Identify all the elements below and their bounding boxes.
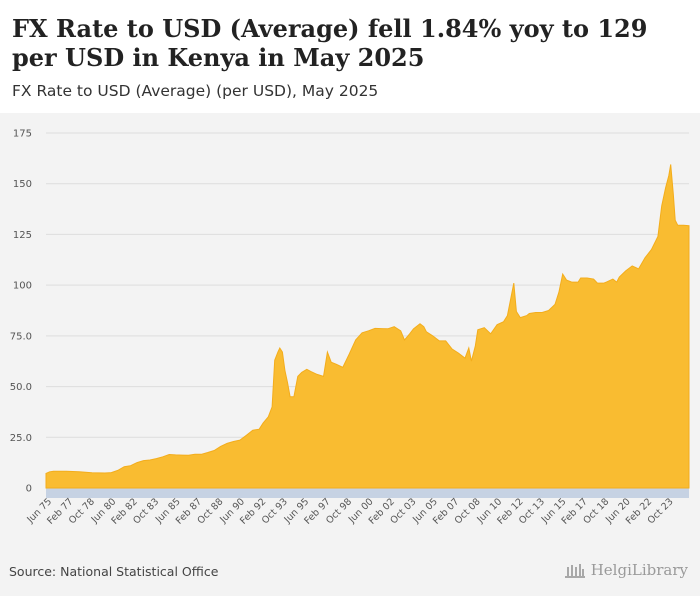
brand-logo[interactable]: HelgiLibrary [564,561,688,579]
series-area [45,164,690,489]
y-tick-label: 150 [13,179,32,190]
y-tick-label: 175 [13,129,32,140]
x-axis-bar [46,488,689,498]
x-axis-band [46,488,689,498]
y-tick-label: 0 [26,484,32,495]
chart-title: FX Rate to USD (Average) fell 1.84% yoy … [12,14,648,72]
y-tick-label: 50.0 [10,382,32,393]
header: FX Rate to USD (Average) fell 1.84% yoy … [0,0,700,113]
library-icon [564,564,585,578]
chart-subtitle: FX Rate to USD (Average) (per USD), May … [12,82,379,100]
y-tick-label: 25.0 [10,433,32,444]
series-layer [45,164,690,489]
y-tick-label: 125 [13,230,32,241]
y-tick-label: 100 [13,281,32,292]
y-axis: 0 25.0 50.0 75.0 100 125 150 175 [10,129,32,495]
y-tick-label: 75.0 [10,331,32,342]
brand-name: HelgiLibrary [590,561,688,579]
source-note: Source: National Statistical Office [9,564,219,579]
